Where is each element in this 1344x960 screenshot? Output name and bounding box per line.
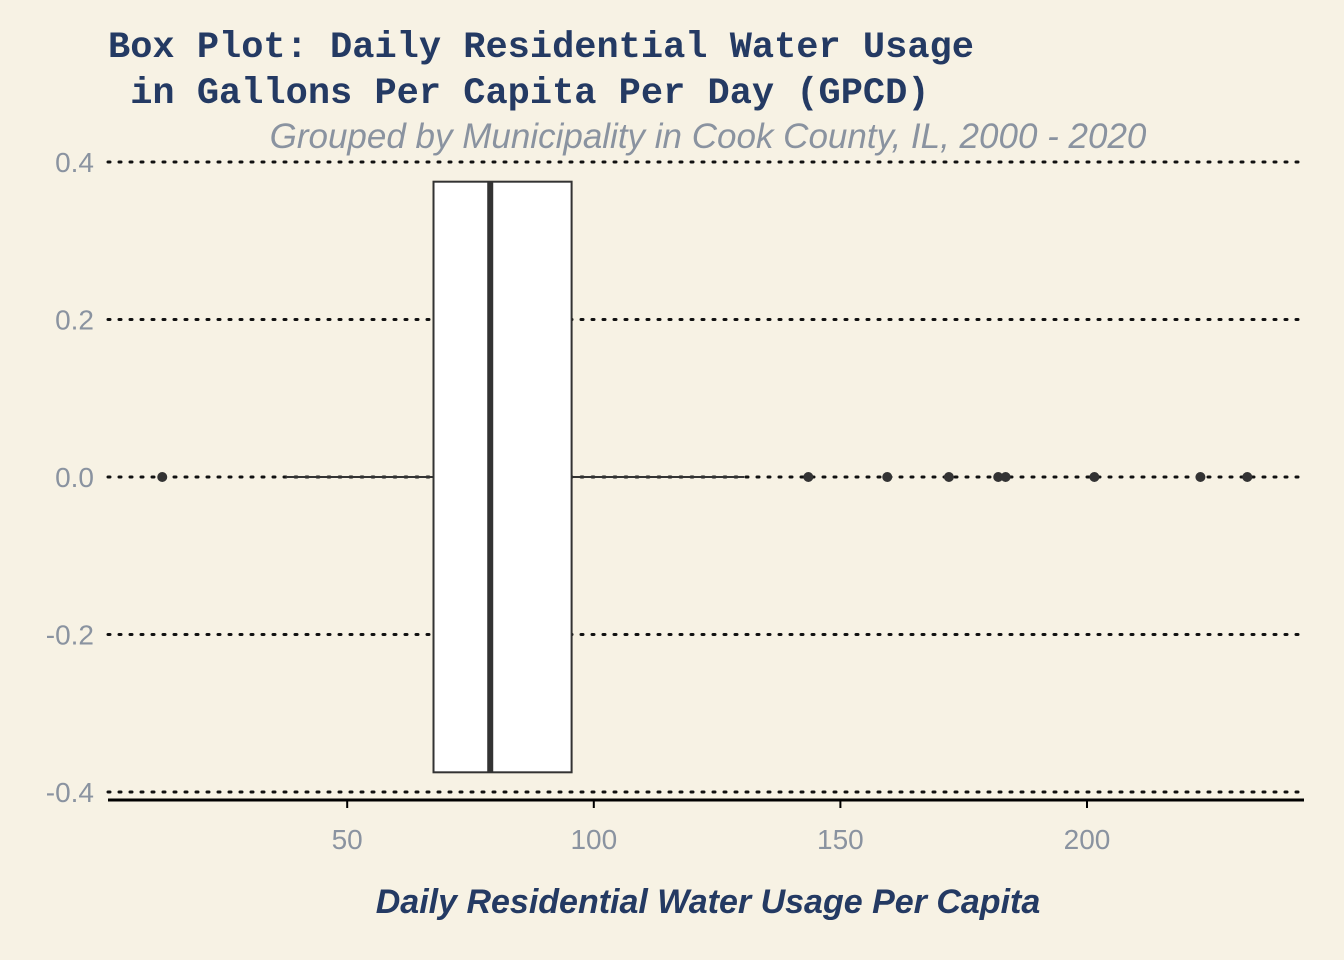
- x-axis-tick-labels: 50 100 150 200: [332, 800, 1111, 855]
- y-tick-label: 0.0: [55, 462, 94, 493]
- box-and-whiskers: [285, 180, 745, 774]
- outlier-point: [1000, 472, 1011, 482]
- x-tick-label: 200: [1064, 824, 1111, 855]
- outlier-point: [803, 472, 814, 482]
- x-tick-label: 100: [570, 824, 617, 855]
- iqr-box: [432, 180, 573, 774]
- x-axis-label: Daily Residential Water Usage Per Capita: [376, 883, 1041, 921]
- chart-title-line-1: Box Plot: Daily Residential Water Usage: [108, 27, 974, 69]
- y-tick-label: -0.2: [46, 620, 94, 651]
- outlier-point: [943, 472, 954, 482]
- y-tick-label: -0.4: [46, 777, 94, 808]
- outlier-point: [1242, 472, 1253, 482]
- outlier-point: [157, 472, 168, 482]
- y-tick-label: 0.4: [55, 147, 94, 178]
- x-tick-label: 50: [332, 824, 363, 855]
- outlier-point: [993, 472, 1004, 482]
- y-tick-label: 0.2: [55, 305, 94, 336]
- chart-subtitle: Grouped by Municipality in Cook County, …: [270, 117, 1147, 156]
- x-tick-label: 150: [817, 824, 864, 855]
- outlier-point: [1089, 472, 1100, 482]
- outlier-points: [157, 472, 1253, 482]
- chart-title-line-2: in Gallons Per Capita Per Day (GPCD): [108, 73, 930, 115]
- outlier-point: [882, 472, 893, 482]
- outlier-point: [1195, 472, 1206, 482]
- y-axis-tick-labels: 0.4 0.2 0.0 -0.2 -0.4: [46, 147, 94, 808]
